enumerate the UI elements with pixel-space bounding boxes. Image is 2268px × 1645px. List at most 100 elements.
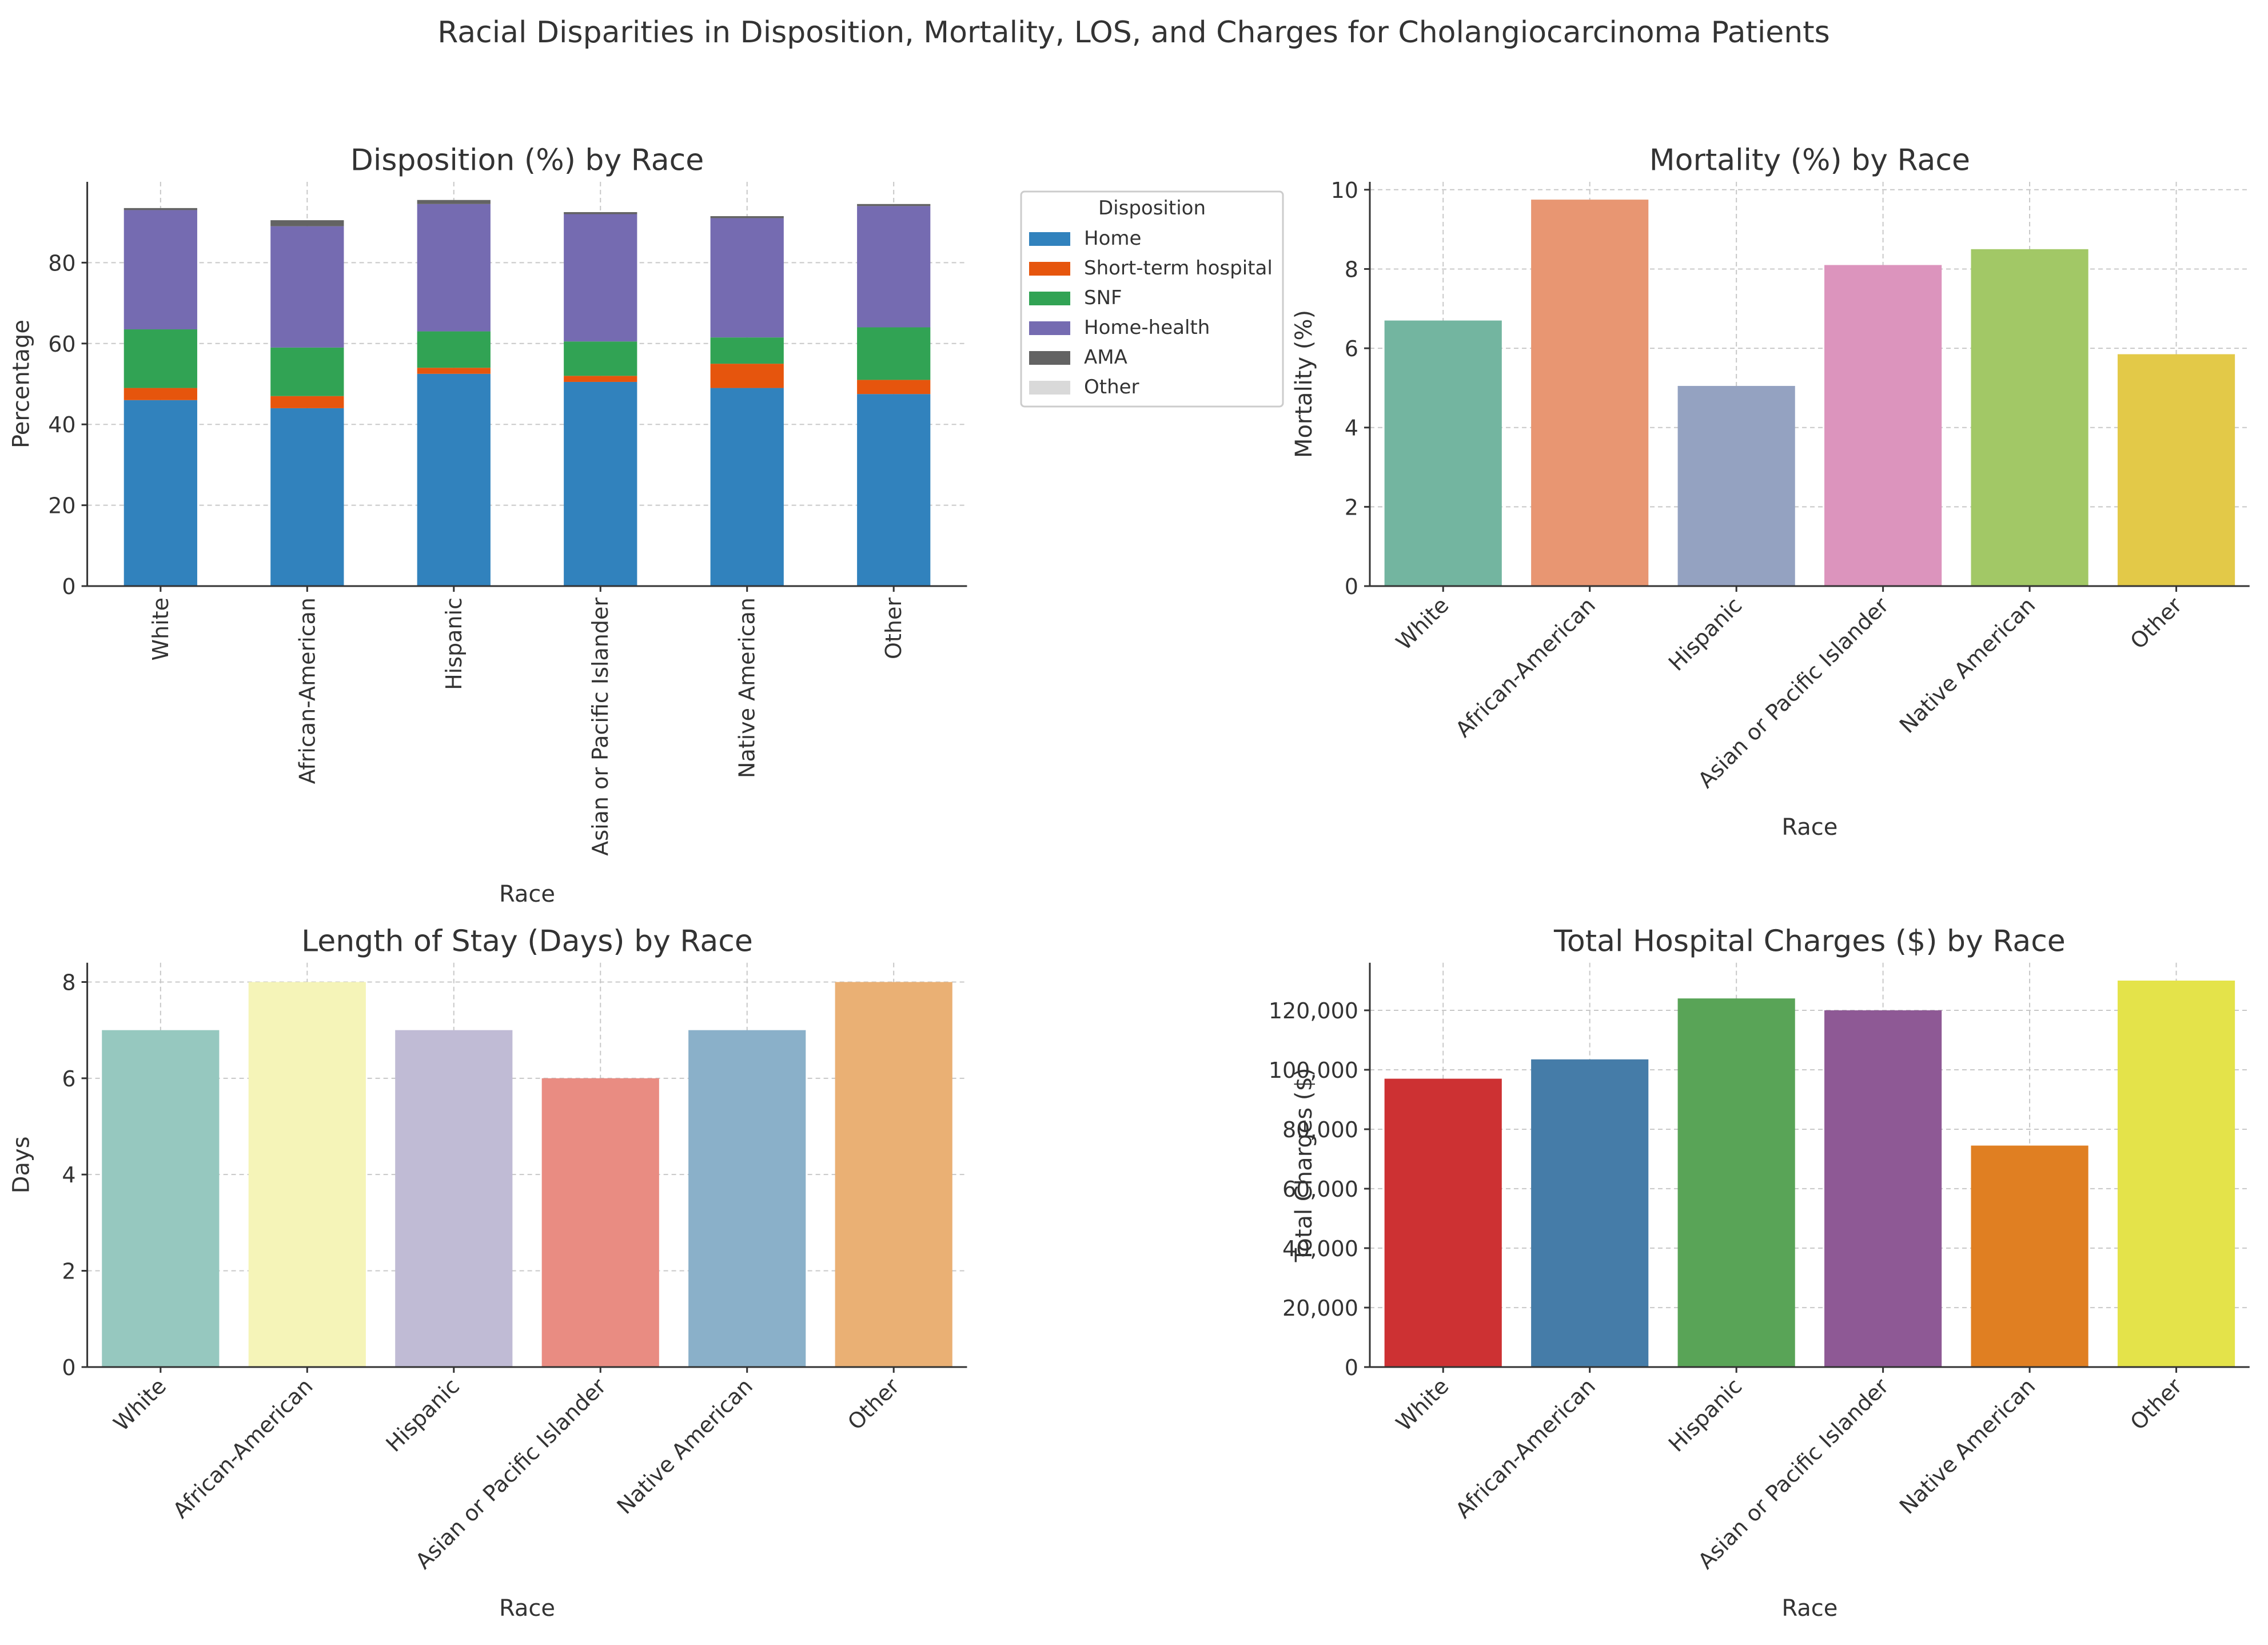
- bar-segment: [270, 226, 344, 348]
- x-tick-label: Asian or Pacific Islander: [588, 598, 613, 856]
- x-axis-label: Race: [499, 1595, 555, 1622]
- bar: [688, 1030, 806, 1367]
- bar-segment: [710, 218, 784, 338]
- y-tick-label: 8: [1345, 257, 1358, 282]
- legend: Disposition Home Short-term hospital SNF Hom…: [1020, 190, 1284, 408]
- bar: [1971, 249, 2088, 587]
- bar-segment: [270, 220, 344, 226]
- legend-label: Other: [1084, 376, 1139, 399]
- bar-segment: [710, 216, 784, 218]
- y-tick-label: 2: [62, 1259, 75, 1284]
- bar-segment: [123, 329, 197, 388]
- x-axis-label: Race: [1781, 1595, 1837, 1622]
- bar-segment: [857, 204, 931, 206]
- bar-segment: [857, 327, 931, 380]
- chart-title: Length of Stay (Days) by Race: [301, 924, 753, 958]
- bar: [1531, 1059, 1649, 1367]
- y-tick-label: 0: [1345, 574, 1358, 599]
- bar: [1824, 265, 1942, 587]
- y-tick-label: 60,000: [1282, 1177, 1358, 1202]
- legend-swatch: [1029, 321, 1070, 335]
- y-tick-label: 0: [1345, 1355, 1358, 1380]
- y-tick-label: 60: [48, 332, 75, 357]
- y-axis-label: Total Charges ($): [1291, 1068, 1317, 1262]
- bar-segment: [270, 396, 344, 408]
- chart-title: Total Hospital Charges ($) by Race: [1553, 924, 2066, 958]
- bar-segment: [857, 206, 931, 328]
- bar: [2117, 980, 2235, 1367]
- chart-title: Mortality (%) by Race: [1649, 144, 1970, 178]
- bar-segment: [857, 380, 931, 395]
- bar-segment: [123, 210, 197, 330]
- bar: [1384, 320, 1502, 587]
- bar: [1384, 1078, 1502, 1367]
- legend-swatch: [1029, 292, 1070, 305]
- y-tick-label: 0: [62, 1355, 75, 1380]
- bar-segment: [564, 376, 637, 382]
- bar-segment: [123, 400, 197, 587]
- bar-segment: [270, 347, 344, 396]
- y-axis-label: Percentage: [9, 320, 35, 448]
- bar-segment: [270, 408, 344, 587]
- figure-title: Racial Disparities in Disposition, Morta…: [437, 15, 1829, 50]
- bar: [102, 1030, 220, 1367]
- bar: [835, 982, 952, 1367]
- bar-segment: [564, 341, 637, 376]
- y-tick-label: 20: [48, 493, 75, 519]
- bar-segment: [123, 388, 197, 400]
- bar: [1677, 998, 1795, 1367]
- y-tick-label: 8: [62, 970, 75, 995]
- bar: [2117, 354, 2235, 587]
- legend-label: SNF: [1084, 286, 1122, 309]
- bar: [248, 982, 366, 1367]
- legend-swatch: [1029, 262, 1070, 276]
- y-tick-label: 20,000: [1282, 1296, 1358, 1321]
- y-tick-label: 6: [62, 1066, 75, 1092]
- y-tick-label: 10: [1331, 178, 1358, 203]
- bar: [395, 1030, 513, 1367]
- legend-title: Disposition: [1098, 197, 1206, 220]
- bar-segment: [564, 214, 637, 342]
- x-axis-label: Race: [1781, 814, 1837, 841]
- x-tick-label: Native American: [735, 598, 760, 778]
- bar-segment: [417, 373, 491, 587]
- bar-segment: [710, 388, 784, 587]
- bar: [541, 1078, 659, 1367]
- legend-swatch: [1029, 232, 1070, 246]
- bar-segment: [857, 394, 931, 587]
- legend-swatch: [1029, 351, 1070, 365]
- bar-segment: [710, 364, 784, 388]
- bar: [1531, 200, 1649, 587]
- x-tick-label: Other: [881, 598, 906, 659]
- bar: [1824, 1010, 1942, 1367]
- x-tick-label: Hispanic: [441, 598, 467, 690]
- y-tick-label: 0: [62, 574, 75, 599]
- y-tick-label: 100,000: [1269, 1058, 1358, 1083]
- legend-label: Home: [1084, 227, 1141, 250]
- legend-swatch: [1029, 381, 1070, 395]
- y-axis-label: Mortality (%): [1291, 310, 1317, 458]
- bar-segment: [417, 368, 491, 374]
- bar-segment: [417, 200, 491, 204]
- y-tick-label: 80,000: [1282, 1117, 1358, 1142]
- bar-segment: [564, 212, 637, 214]
- bar-segment: [710, 337, 784, 364]
- legend-box: [1020, 190, 1284, 408]
- bar-segment: [417, 331, 491, 368]
- bar-segment: [564, 381, 637, 587]
- chart-panel-1: 0 20 40 60 80 White African-American Hispanic As…: [9, 144, 1284, 907]
- bar-segment: [123, 208, 197, 210]
- legend-label: AMA: [1084, 346, 1127, 369]
- chart-title: Disposition (%) by Race: [350, 144, 704, 178]
- bar: [1971, 1145, 2088, 1367]
- y-tick-label: 4: [62, 1162, 75, 1188]
- y-tick-label: 4: [1345, 416, 1358, 441]
- y-tick-label: 120,000: [1269, 998, 1358, 1023]
- x-tick-label: White: [148, 598, 173, 661]
- bar-segment: [417, 204, 491, 332]
- y-tick-label: 80: [48, 250, 75, 276]
- x-tick-label: African-American: [294, 598, 320, 784]
- y-tick-label: 40,000: [1282, 1236, 1358, 1261]
- legend-label: Home-health: [1084, 316, 1210, 339]
